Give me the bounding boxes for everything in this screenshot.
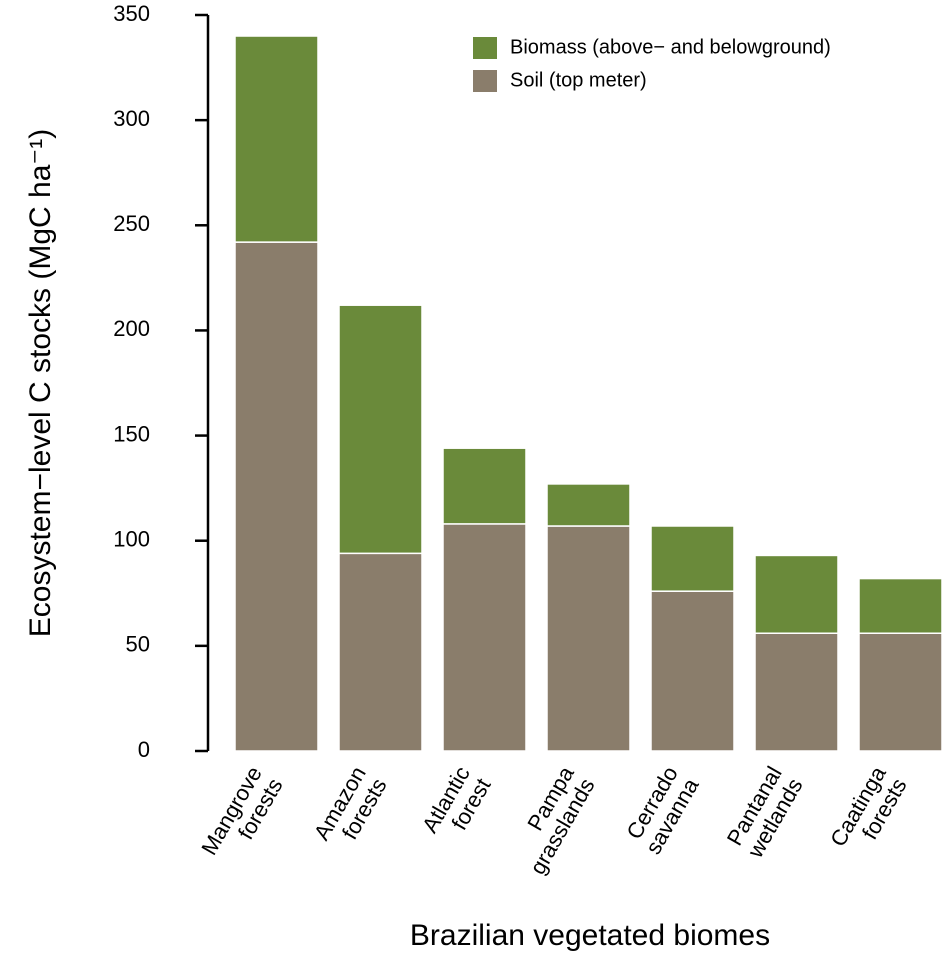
legend-label: Biomass (above− and belowground): [510, 36, 831, 58]
bar-segment: [546, 525, 631, 752]
y-tick-label: 100: [113, 527, 150, 552]
bar-segment: [650, 525, 735, 592]
bar-segment: [442, 447, 527, 525]
y-tick-label: 150: [113, 421, 150, 446]
bar-segment: [546, 483, 631, 527]
y-tick-label: 300: [113, 106, 150, 131]
bar-segment: [858, 632, 943, 752]
legend-swatch: [473, 37, 497, 59]
x-tick-label: Pampagrasslands: [504, 761, 600, 878]
bar-segment: [754, 554, 839, 634]
y-tick-label: 50: [126, 632, 150, 657]
y-tick-label: 200: [113, 316, 150, 341]
bar-segment: [234, 35, 319, 243]
y-tick-label: 350: [113, 1, 150, 26]
bar-segment: [754, 632, 839, 752]
bar-segment: [338, 304, 423, 555]
x-tick-label: Atlanticforest: [417, 762, 496, 849]
x-tick-label: Mangroveforests: [196, 762, 287, 871]
bar-segment: [442, 523, 527, 752]
x-tick-label: Pantanalwetlands: [721, 762, 807, 863]
y-tick-label: 250: [113, 211, 150, 236]
bar-segment: [234, 241, 319, 752]
bar-segment: [338, 552, 423, 752]
x-tick-label: Caatingaforests: [825, 761, 912, 862]
bar-segment: [858, 577, 943, 634]
bar-segment: [650, 590, 735, 752]
legend-swatch: [473, 70, 497, 92]
x-tick-label: Cerradosavanna: [620, 761, 704, 858]
legend-label: Soil (top meter): [510, 69, 647, 91]
y-axis-title: Ecosystem−level C stocks (MgC ha⁻¹): [24, 129, 57, 637]
x-axis-title: Brazilian vegetated biomes: [410, 919, 770, 952]
x-tick-label: Amazonforests: [309, 762, 392, 856]
y-tick-label: 0: [138, 737, 150, 762]
